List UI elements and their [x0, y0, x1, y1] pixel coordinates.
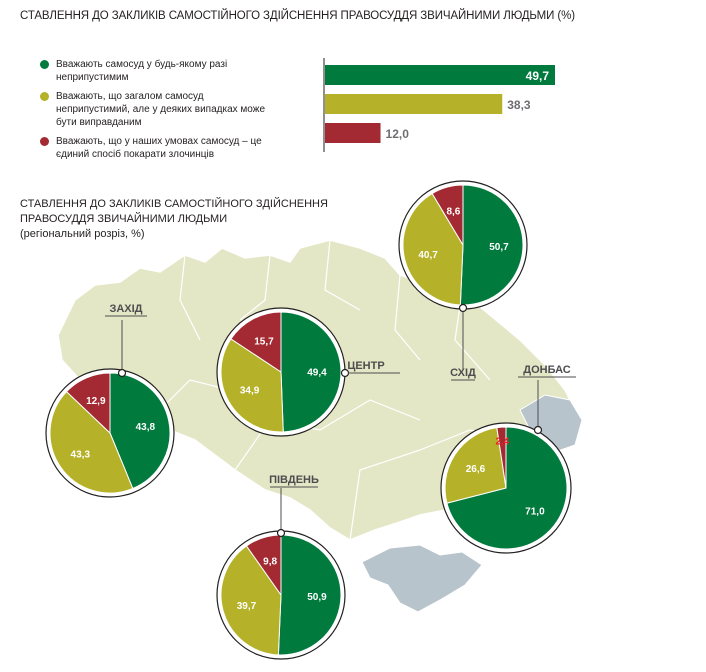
pie-slice [496, 426, 507, 489]
legend-label: Вважають, що у наших умовах самосуд – це… [56, 136, 262, 160]
pies-group: 43,8 43,3 12,9 ЗАХІД 49,4 34,9 15,7 ЦЕНТР 50,7 40… [45, 180, 576, 660]
pie-value-label: 71,0 [525, 506, 545, 517]
bar-3 [325, 123, 381, 143]
bar-1 [325, 65, 555, 85]
regional-title-line: ПРАВОСУДДЯ ЗВИЧАЙНИМИ ЛЮДЬМИ [20, 213, 228, 225]
pie-value-label: 49,4 [307, 367, 327, 378]
pie-slice [402, 192, 464, 306]
pie-value-label: 43,3 [71, 449, 91, 460]
bar-value-label: 12,0 [386, 127, 410, 141]
pie-value-label: 8,6 [446, 206, 460, 217]
pie-value-label: 50,9 [307, 592, 327, 603]
callout-dot [276, 528, 286, 538]
callout-dot [458, 303, 468, 313]
bars-group: 49,7 38,3 12,0 [325, 65, 555, 143]
legend-dot-green [40, 60, 49, 69]
pie-slice [280, 311, 342, 433]
pie-region-4: 71,0 26,6 2,4 ДОНБАС [440, 364, 576, 554]
legend-item-only-way: Вважають, що у наших умовах самосуд – це… [40, 135, 280, 161]
pie-slice [444, 427, 507, 504]
region-label: ПІВДЕНЬ [269, 474, 319, 486]
regional-chart-title: СТАВЛЕННЯ ДО ЗАКЛИКІВ САМОСТІЙНОГО ЗДІЙС… [20, 197, 328, 242]
callout-dot [533, 425, 543, 435]
legend-dot-olive [40, 92, 49, 101]
regional-title-line: СТАВЛЕННЯ ДО ЗАКЛИКІВ САМОСТІЙНОГО ЗДІЙС… [20, 198, 328, 210]
pie-value-label: 34,9 [240, 386, 260, 397]
region-label: СХІД [450, 367, 476, 379]
pie-slice [277, 534, 342, 656]
pie-value-label: 15,7 [254, 336, 274, 347]
regional-title-line: (регіональний розріз, %) [20, 228, 145, 240]
crimea-area [361, 544, 483, 613]
chart-title: СТАВЛЕННЯ ДО ЗАКЛИКІВ САМОСТІЙНОГО ЗДІЙС… [20, 10, 575, 22]
pie-slice [220, 338, 284, 433]
pie-value-label: 39,7 [237, 601, 257, 612]
pie-value-label: 43,8 [136, 422, 156, 433]
pie-value-label: 40,7 [418, 250, 438, 261]
pie-region-3: 50,7 40,7 8,6 СХІД [398, 180, 528, 381]
callout-dot [117, 368, 127, 378]
pie-value-label: 2,4 [495, 437, 509, 448]
pie-region-5: 50,9 39,7 9,8 ПІВДЕНЬ [216, 474, 346, 660]
legend-label: Вважають, що загалом самосуд неприпустим… [56, 91, 266, 128]
pie-value-label: 9,8 [263, 557, 277, 568]
bar-value-label: 38,3 [507, 98, 531, 112]
pie-value-label: 50,7 [489, 242, 509, 253]
pie-value-label: 26,6 [466, 464, 486, 475]
legend-dot-red [40, 137, 49, 146]
legend-item-sometimes-justified: Вважають, що загалом самосуд неприпустим… [40, 90, 280, 129]
pie-value-label: 12,9 [86, 396, 106, 407]
pie-slice [49, 390, 134, 494]
pie-slice [459, 184, 524, 306]
legend-label: Вважають самосуд у будь-якому разі непри… [56, 59, 228, 83]
bar-value-label: 49,7 [526, 69, 550, 83]
pie-slice [446, 426, 568, 550]
pie-slice [431, 184, 464, 247]
bar-2 [325, 94, 503, 114]
region-label: ЦЕНТР [347, 360, 384, 372]
pie-region-2: 49,4 34,9 15,7 ЦЕНТР [216, 307, 400, 437]
pie-slice [65, 372, 111, 435]
pie-region-1: 43,8 43,3 12,9 ЗАХІД [45, 303, 175, 498]
pie-slice [109, 372, 171, 490]
legend-item-inadmissible: Вважають самосуд у будь-якому разі непри… [40, 58, 280, 84]
legend: Вважають самосуд у будь-якому разі непри… [40, 58, 280, 167]
pie-slice [220, 545, 282, 656]
region-label: ЗАХІД [109, 303, 142, 315]
pie-slice [230, 311, 282, 373]
region-label: ДОНБАС [523, 364, 570, 376]
